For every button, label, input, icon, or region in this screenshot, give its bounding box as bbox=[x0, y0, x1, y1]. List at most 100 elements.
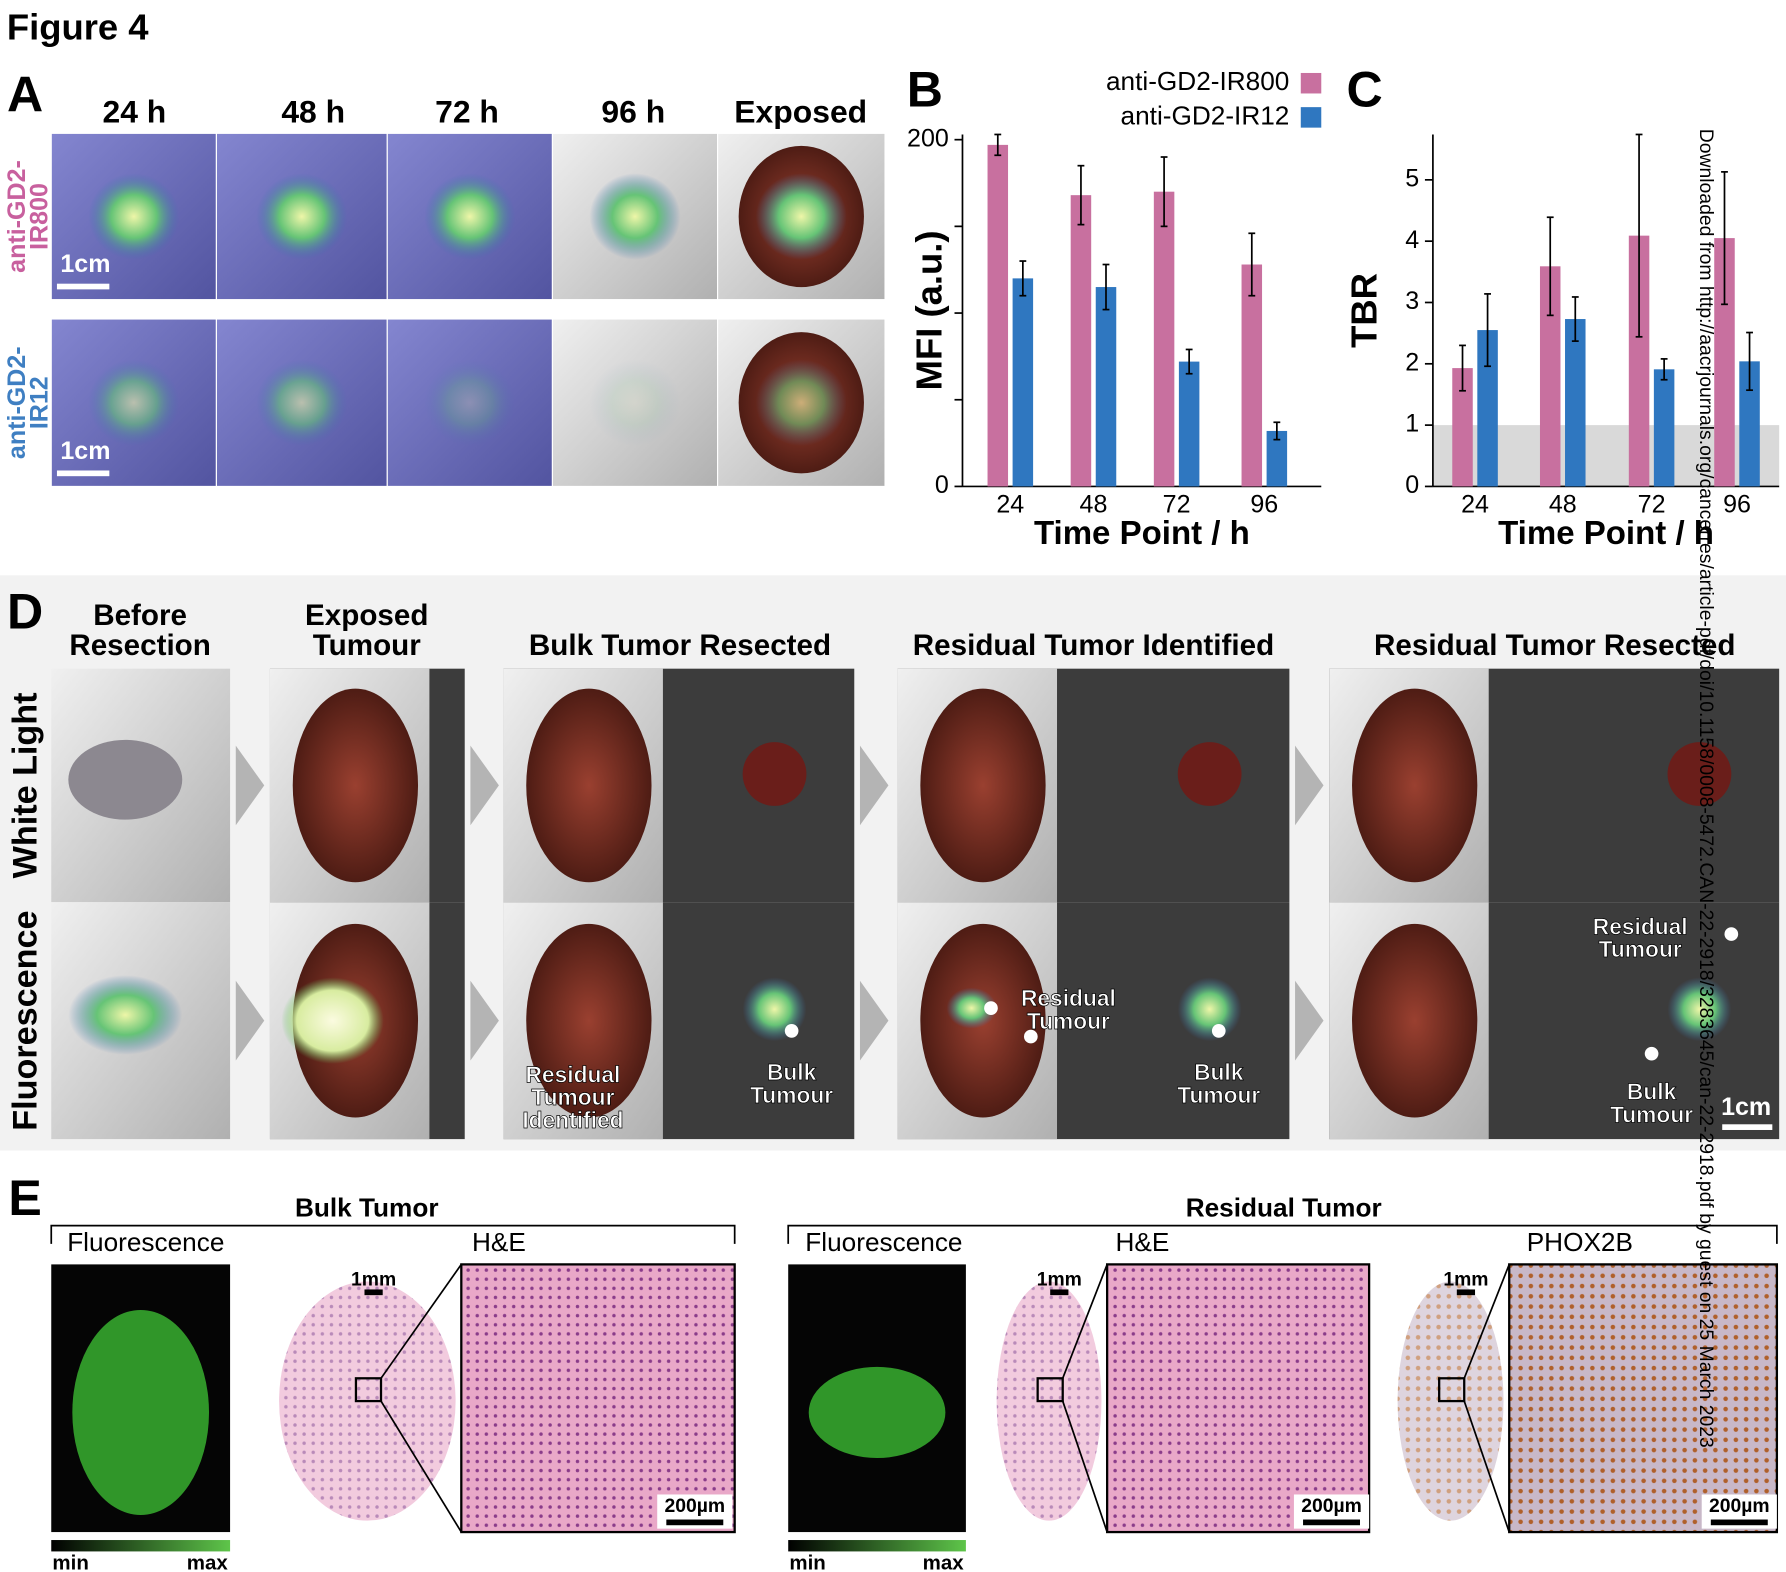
y-tick-label: 4 bbox=[1405, 226, 1419, 254]
x-tick-label: 24 bbox=[1461, 490, 1489, 518]
y-tick-label: 3 bbox=[1405, 287, 1419, 315]
annotation: Residual bbox=[525, 1061, 620, 1087]
stage-arrow bbox=[235, 745, 265, 826]
row-label: IR12 bbox=[26, 376, 54, 429]
panel-label: D bbox=[7, 583, 43, 639]
panel-label: B bbox=[907, 62, 943, 118]
annotation: Tumour bbox=[1027, 1008, 1110, 1034]
fluorescence bbox=[755, 173, 847, 260]
stage-arrow bbox=[470, 745, 499, 826]
scale-bar bbox=[364, 1289, 383, 1296]
bar bbox=[1452, 368, 1473, 487]
bar bbox=[1095, 287, 1117, 487]
image-label: Fluorescence bbox=[67, 1227, 224, 1257]
zoom-image bbox=[1105, 1263, 1371, 1534]
x-tick-label: 96 bbox=[1250, 490, 1278, 518]
x-tick-label: 96 bbox=[1723, 490, 1751, 518]
image-label: PHOX2B bbox=[1527, 1227, 1633, 1257]
bar bbox=[1653, 369, 1675, 487]
scale-label: 1mm bbox=[1443, 1268, 1488, 1290]
zoom-line bbox=[1061, 1264, 1108, 1379]
stage-arrow bbox=[859, 745, 889, 826]
specimen bbox=[1667, 977, 1732, 1042]
fluorescence bbox=[755, 359, 847, 446]
column-label: 72 h bbox=[435, 93, 499, 129]
bar bbox=[1266, 430, 1288, 487]
y-tick-label: 200 bbox=[907, 124, 949, 152]
y-tick-label: 0 bbox=[1405, 471, 1419, 499]
row-label: anti-GD2- bbox=[3, 160, 31, 273]
scale-label: 200µm bbox=[1709, 1495, 1770, 1517]
bar bbox=[1628, 235, 1650, 487]
stage-title: Residual Tumor Resected bbox=[1374, 629, 1735, 662]
annotation-arrow bbox=[1211, 1024, 1226, 1038]
x-axis-label: Time Point / h bbox=[1498, 514, 1714, 551]
photo bbox=[50, 318, 217, 488]
fluorescence bbox=[256, 359, 348, 446]
scale-bar bbox=[1722, 1124, 1773, 1130]
colorbar-label: max bbox=[187, 1551, 229, 1572]
specimen bbox=[742, 742, 807, 806]
x-axis-label: Time Point / h bbox=[1034, 514, 1250, 551]
column-label: 24 h bbox=[103, 93, 167, 129]
image-label: H&E bbox=[1116, 1227, 1170, 1257]
scale-bar bbox=[1050, 1289, 1069, 1296]
zoom-box bbox=[1036, 1377, 1064, 1403]
legend-swatch bbox=[1300, 107, 1322, 128]
stage-title: Before bbox=[93, 599, 187, 632]
zoom-box bbox=[1438, 1377, 1466, 1403]
panel-label: C bbox=[1346, 62, 1382, 118]
zoom-box bbox=[354, 1377, 383, 1403]
stage-arrow bbox=[1295, 980, 1324, 1061]
legend-swatch bbox=[1300, 72, 1322, 94]
image-label: H&E bbox=[472, 1227, 526, 1257]
fluorescence bbox=[589, 359, 681, 446]
stage-title: Exposed bbox=[305, 599, 428, 632]
zoom-image bbox=[1508, 1263, 1779, 1534]
colorbar-label: max bbox=[923, 1551, 965, 1572]
annotation: Tumour bbox=[1610, 1101, 1693, 1127]
bar bbox=[1714, 238, 1735, 487]
zoom-line bbox=[380, 1263, 463, 1379]
scale-label: 200µm bbox=[1301, 1495, 1362, 1517]
colorbar-label: min bbox=[789, 1551, 825, 1572]
scale-bar bbox=[1303, 1519, 1361, 1526]
annotation: Tumour bbox=[750, 1082, 833, 1108]
annotation: Residual bbox=[1593, 913, 1688, 939]
x-tick-label: 48 bbox=[1080, 490, 1108, 518]
group-title: Bulk Tumor bbox=[295, 1193, 439, 1223]
tissue bbox=[1352, 923, 1478, 1118]
legend-label: anti-GD2-IR12 bbox=[1121, 100, 1290, 130]
annotation: Residual bbox=[1021, 985, 1116, 1011]
stage-arrow bbox=[1295, 745, 1324, 826]
colorbar-label: min bbox=[52, 1551, 88, 1572]
stage-arrow bbox=[859, 980, 889, 1061]
scale-label: 200µm bbox=[664, 1495, 725, 1517]
zoom-line bbox=[1463, 1400, 1511, 1533]
tumour bbox=[68, 739, 183, 820]
scale-bar bbox=[1456, 1289, 1476, 1296]
x-tick-label: 72 bbox=[1638, 490, 1666, 518]
annotation-arrow bbox=[1644, 1046, 1659, 1061]
annotation-arrow bbox=[984, 1001, 998, 1015]
annotation: Identified bbox=[522, 1107, 623, 1133]
bar bbox=[1739, 361, 1760, 487]
fluorescence bbox=[256, 173, 348, 260]
bar bbox=[1153, 191, 1175, 487]
specimen bbox=[1177, 742, 1242, 806]
bar bbox=[1539, 266, 1561, 487]
stage-title: Resection bbox=[69, 629, 211, 662]
stage-title: Bulk Tumor Resected bbox=[529, 629, 831, 662]
specimen bbox=[1667, 742, 1732, 806]
y-axis-label: TBR bbox=[1343, 273, 1384, 348]
row-label: White Light bbox=[6, 692, 44, 878]
tissue bbox=[1352, 688, 1478, 883]
row-label: IR800 bbox=[26, 183, 54, 250]
fluorescence bbox=[589, 173, 681, 260]
fluorescence bbox=[88, 359, 180, 446]
tissue bbox=[920, 688, 1046, 883]
bar bbox=[1241, 264, 1263, 487]
fluorescence bbox=[88, 173, 180, 260]
fluorescence bbox=[424, 173, 516, 260]
